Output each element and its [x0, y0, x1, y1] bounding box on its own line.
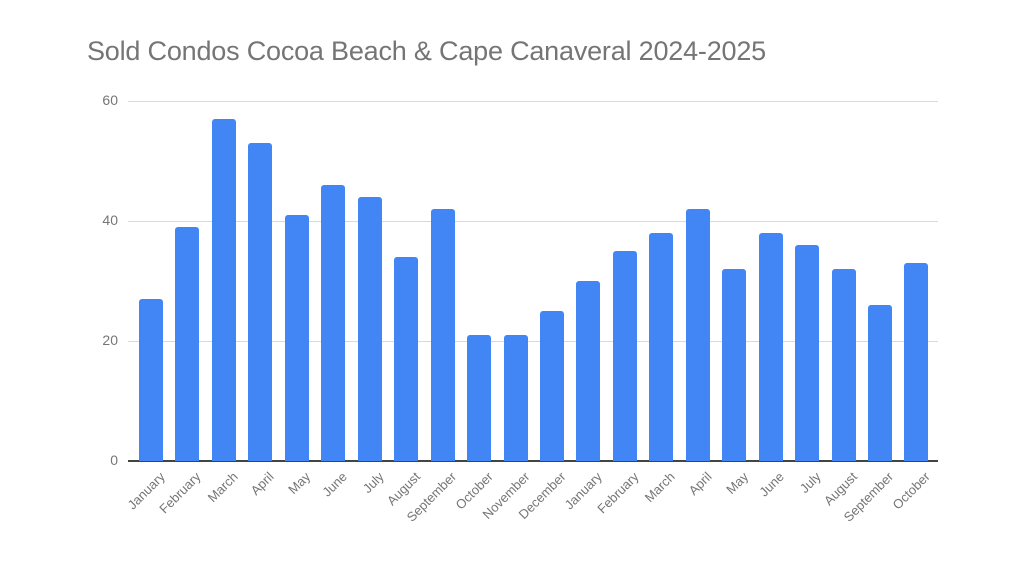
- bar[interactable]: [904, 263, 929, 461]
- x-axis-tick-label: July: [796, 469, 824, 496]
- bar[interactable]: [467, 335, 492, 461]
- bar[interactable]: [394, 257, 419, 461]
- bar[interactable]: [868, 305, 892, 461]
- bar[interactable]: [539, 311, 564, 461]
- gridline: [128, 221, 938, 222]
- gridline: [128, 341, 938, 342]
- bar[interactable]: [357, 197, 382, 461]
- x-axis-tick-label: June: [319, 469, 350, 500]
- x-axis-tick-label: May: [285, 469, 314, 497]
- bar[interactable]: [649, 233, 674, 461]
- bar[interactable]: [321, 185, 346, 461]
- bar[interactable]: [831, 269, 856, 461]
- bar[interactable]: [211, 119, 236, 461]
- bar[interactable]: [503, 335, 528, 461]
- bar[interactable]: [576, 281, 601, 461]
- bar[interactable]: [795, 245, 820, 461]
- bar[interactable]: [430, 209, 455, 461]
- bar[interactable]: [758, 233, 783, 461]
- x-axis-tick-label: July: [359, 469, 387, 496]
- x-axis-tick-label: March: [641, 469, 678, 506]
- bar[interactable]: [139, 299, 163, 461]
- x-axis-line: [128, 460, 938, 462]
- bar[interactable]: [722, 269, 747, 461]
- x-axis-tick-label: April: [247, 469, 277, 499]
- y-axis-tick-label: 40: [102, 212, 118, 228]
- bar[interactable]: [685, 209, 710, 461]
- x-axis-tick-label: October: [889, 469, 934, 513]
- x-axis-tick-label: June: [756, 469, 788, 500]
- bar[interactable]: [248, 143, 273, 461]
- y-axis-tick-label: 20: [102, 332, 118, 348]
- x-axis-tick-label: April: [685, 469, 715, 499]
- y-axis-tick-label: 60: [102, 92, 118, 108]
- chart-title: Sold Condos Cocoa Beach & Cape Canaveral…: [87, 36, 766, 66]
- y-axis-tick-label: 0: [110, 452, 118, 468]
- gridline: [128, 101, 938, 102]
- x-axis-tick-label: May: [722, 469, 751, 497]
- bar[interactable]: [612, 251, 637, 461]
- bar[interactable]: [284, 215, 309, 461]
- x-axis-tick-label: March: [204, 469, 241, 506]
- bar[interactable]: [175, 227, 200, 461]
